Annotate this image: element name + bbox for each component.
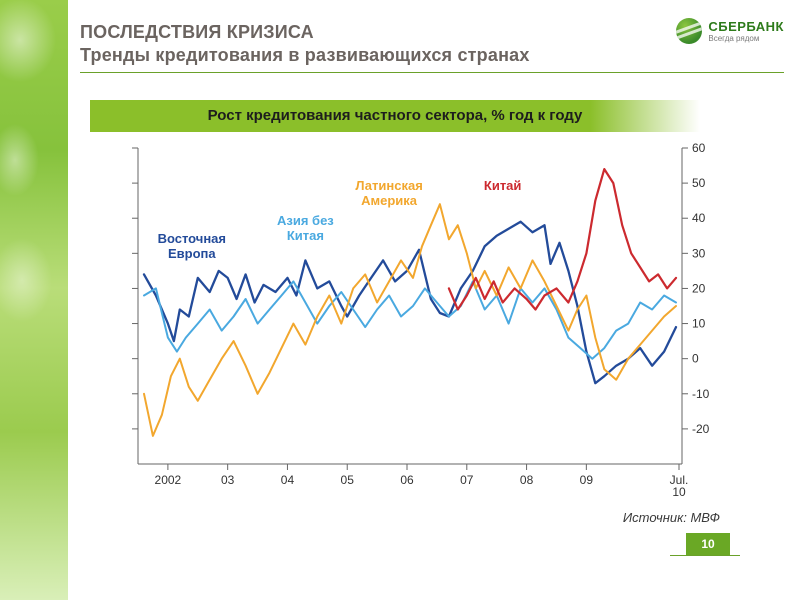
chart-svg: -20-100102030405060200203040506070809Jul… — [90, 140, 730, 500]
svg-text:40: 40 — [692, 211, 706, 225]
source-label: Источник: МВФ — [623, 510, 720, 525]
svg-text:10: 10 — [672, 485, 686, 499]
series-label: Европа — [168, 246, 216, 261]
svg-text:07: 07 — [460, 473, 474, 487]
header-underline — [80, 72, 784, 73]
svg-text:20: 20 — [692, 281, 706, 295]
slide-root: ПОСЛЕДСТВИЯ КРИЗИСА Тренды кредитования … — [0, 0, 800, 600]
page-badge-underline — [670, 555, 740, 556]
series-label: Азия без — [277, 213, 334, 228]
series-label: Восточная — [158, 231, 226, 246]
svg-text:08: 08 — [520, 473, 534, 487]
series-label: Америка — [361, 193, 418, 208]
series-label: Китая — [287, 228, 324, 243]
svg-text:50: 50 — [692, 176, 706, 190]
svg-text:05: 05 — [341, 473, 355, 487]
svg-text:04: 04 — [281, 473, 295, 487]
svg-text:03: 03 — [221, 473, 235, 487]
svg-text:0: 0 — [692, 352, 699, 366]
title-line2: Тренды кредитования в развивающихся стра… — [80, 45, 790, 66]
chart-title: Рост кредитования частного сектора, % го… — [90, 100, 700, 132]
svg-text:-20: -20 — [692, 422, 710, 436]
page-number: 10 — [686, 533, 730, 555]
brand-text: СБЕРБАНК Всегда рядом — [708, 20, 784, 43]
series-Восточная Европа — [144, 222, 676, 384]
brand-tagline: Всегда рядом — [708, 35, 784, 43]
brand-logo: СБЕРБАНК Всегда рядом — [676, 18, 784, 44]
svg-text:06: 06 — [400, 473, 414, 487]
svg-text:2002: 2002 — [155, 473, 182, 487]
series-label: Китай — [484, 178, 522, 193]
brand-name: СБЕРБАНК — [708, 20, 784, 33]
line-chart: -20-100102030405060200203040506070809Jul… — [90, 140, 730, 500]
sberbank-icon — [676, 18, 702, 44]
svg-text:10: 10 — [692, 317, 706, 331]
svg-text:09: 09 — [580, 473, 594, 487]
left-decor-strip — [0, 0, 68, 600]
svg-text:60: 60 — [692, 141, 706, 155]
series-label: Латинская — [355, 178, 422, 193]
series-Азия без Китая — [144, 281, 676, 358]
svg-text:-10: -10 — [692, 387, 710, 401]
svg-text:30: 30 — [692, 246, 706, 260]
